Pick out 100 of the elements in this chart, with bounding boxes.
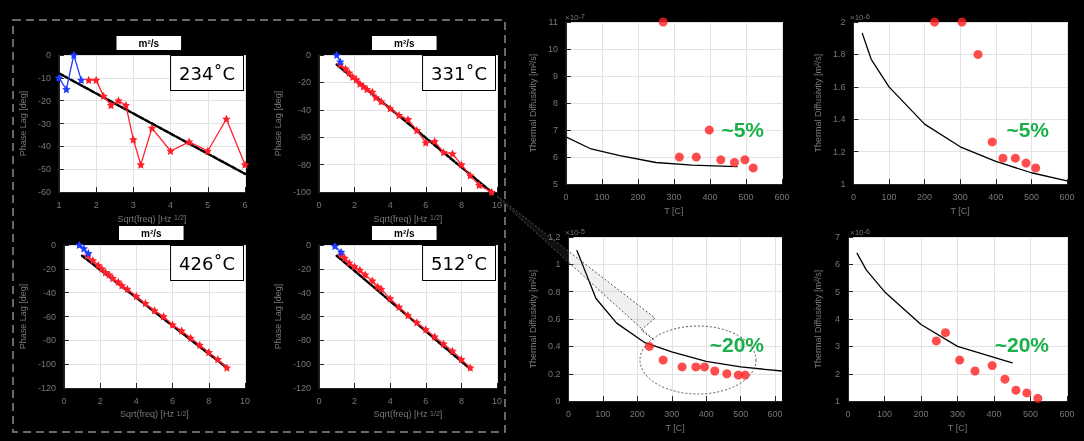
x-axis-title: T [C]	[950, 205, 970, 216]
y-tick-label: -80	[297, 335, 311, 346]
x-tick-label: 4	[133, 395, 139, 406]
y-tick-label: -40	[297, 104, 311, 115]
x-tick-label: 6	[242, 199, 248, 210]
y-axis-title: Phase Lag [deg]	[272, 283, 283, 350]
annotation: 234˚C	[179, 62, 236, 84]
y-tick-label: 0	[305, 50, 311, 60]
x-tick-label: 2	[352, 199, 358, 210]
annotation: ~20%	[994, 333, 1050, 357]
x-tick-label: 0	[850, 191, 856, 202]
x-tick-label: 8	[458, 199, 464, 210]
x-tick-label: 4	[387, 199, 393, 210]
x-tick-label: 200	[630, 191, 646, 202]
y-tick-label: -60	[297, 311, 311, 322]
y-tick-label: 0	[45, 50, 51, 60]
y-tick-label: 10	[547, 44, 558, 55]
y-tick-label: 0	[50, 240, 56, 250]
y-axis-title: Thermal Diffusivity [m²/s]	[527, 269, 538, 369]
y-tick-label: -80	[297, 159, 311, 170]
x-tick-label: 4	[387, 395, 393, 406]
x-tick-label: 200	[629, 408, 645, 419]
x-tick-label: 0	[316, 395, 322, 406]
y-axis-title: Thermal Diffusivity [m²/s]	[812, 269, 823, 369]
x-tick-label: 4	[168, 199, 174, 210]
x-tick-label: 2	[97, 395, 103, 406]
y-tick-label: 7	[552, 125, 558, 136]
y-tick-label: -120	[292, 383, 311, 393]
y-tick-label: 0.8	[547, 286, 561, 297]
y-tick-label: 8	[552, 98, 558, 109]
y-tick-label: -20	[42, 263, 56, 274]
x-tick-label: 10	[491, 395, 503, 406]
x-tick-label: 6	[423, 395, 429, 406]
y-tick-label: 11	[548, 17, 558, 27]
y-axis-title: Thermal Diffusivity [m²/s]	[812, 53, 823, 153]
x-tick-label: 0	[563, 191, 569, 202]
x-tick-label: 400	[988, 191, 1004, 202]
y-tick-label: -120	[37, 383, 56, 393]
x-tick-label: 200	[913, 408, 929, 419]
x-tick-label: 600	[767, 408, 783, 419]
y-tick-label: -100	[37, 359, 56, 370]
x-tick-label: 0	[565, 408, 571, 419]
x-tick-label: 6	[170, 395, 176, 406]
x-tick-label: 10	[239, 395, 251, 406]
x-tick-label: 10	[491, 199, 503, 210]
y-tick-label: 7	[834, 232, 840, 242]
x-tick-label: 100	[595, 408, 611, 419]
x-tick-label: 400	[698, 408, 714, 419]
x-tick-label: 8	[458, 395, 464, 406]
y-tick-label: -100	[292, 187, 311, 198]
annotation: ~5%	[721, 118, 765, 142]
y-tick-label: 3	[834, 341, 840, 352]
x-tick-label: 400	[986, 408, 1002, 419]
y-tick-label: 2	[840, 17, 846, 27]
y-axis-title: Phase Lag [deg]	[17, 283, 28, 350]
chart-title: m²/s	[141, 227, 162, 239]
y-tick-label: 1.6	[832, 81, 846, 92]
annotation: 512˚C	[431, 252, 488, 274]
y-tick-label: -60	[37, 187, 51, 198]
annotation: 426˚C	[179, 252, 236, 274]
y-tick-label: 0.4	[547, 341, 561, 352]
x-tick-label: 3	[130, 199, 136, 210]
annotation: ~20%	[709, 333, 765, 357]
x-tick-label: 300	[949, 408, 966, 419]
y-tick-label: 0.6	[547, 314, 561, 325]
y-tick-label: -60	[297, 132, 311, 143]
y-tick-label: -40	[37, 141, 51, 152]
x-tick-label: 5	[205, 199, 211, 210]
y-tick-label: 1.8	[832, 49, 846, 60]
x-axis-title: T [C]	[664, 205, 684, 216]
y-tick-label: 1.2	[547, 232, 561, 242]
x-tick-label: 500	[738, 191, 754, 202]
y-tick-label: 0	[305, 240, 311, 250]
x-tick-label: 600	[1059, 408, 1075, 419]
x-axis-title: T [C]	[665, 422, 685, 433]
y-tick-label: -100	[292, 359, 311, 370]
x-tick-label: 100	[594, 191, 610, 202]
y-tick-label: 1	[840, 179, 846, 190]
y-tick-label: -20	[297, 77, 311, 88]
chart-title: m²/s	[138, 37, 160, 49]
y-tick-label: 1.2	[832, 146, 846, 157]
annotation: 331˚C	[431, 62, 488, 84]
x-tick-label: 600	[1059, 191, 1075, 202]
x-tick-label: 0	[61, 395, 67, 406]
x-tick-label: 0	[316, 199, 322, 210]
y-tick-label: -60	[42, 311, 56, 322]
x-tick-label: 200	[917, 191, 933, 202]
y-tick-label: -20	[297, 263, 311, 274]
y-tick-label: -30	[37, 118, 51, 129]
x-tick-label: 500	[1022, 408, 1039, 419]
x-tick-label: 2	[93, 199, 99, 210]
x-tick-label: 500	[1023, 191, 1039, 202]
x-tick-label: 100	[881, 191, 897, 202]
y-axis-title: Phase Lag [deg]	[17, 90, 28, 157]
y-tick-label: -40	[42, 287, 56, 298]
y-tick-label: -40	[297, 287, 311, 298]
y-tick-label: -50	[37, 164, 51, 175]
y-tick-label: 1	[555, 259, 561, 270]
chart-title: m²/s	[394, 227, 415, 239]
x-axis-title: T [C]	[947, 422, 968, 433]
